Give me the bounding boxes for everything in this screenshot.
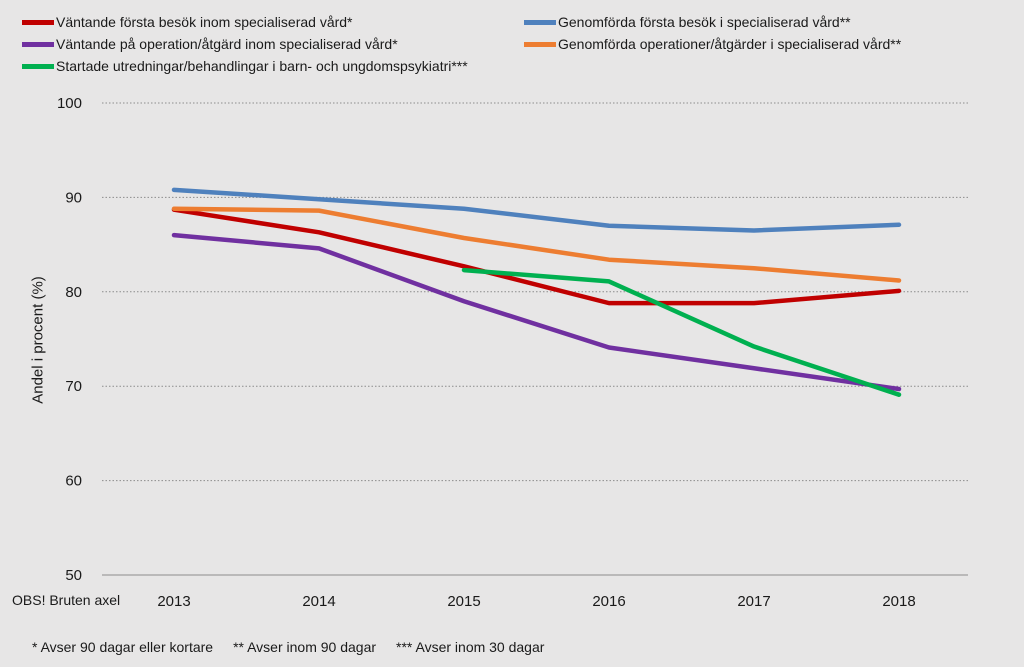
legend-item-vantande-operation: Väntande på operation/åtgärd inom specia…: [22, 36, 398, 52]
legend-label: Väntande första besök inom specialiserad…: [56, 14, 353, 30]
legend-item-genomforda-forsta-besok: Genomförda första besök i specialiserad …: [524, 14, 851, 30]
x-tick-label: 2018: [882, 593, 915, 610]
legend: Väntande första besök inom specialiserad…: [22, 14, 1012, 94]
footnote: * Avser 90 dagar eller kortare: [32, 639, 214, 655]
legend-swatch: [22, 63, 54, 69]
x-tick-label: 2017: [737, 593, 770, 610]
series-line: [171, 232, 902, 392]
legend-item-startade-utredningar: Startade utredningar/behandlingar i barn…: [22, 58, 468, 74]
legend-label: Genomförda första besök i specialiserad …: [558, 14, 851, 30]
series-line: [461, 267, 902, 397]
y-tick-label: 80: [65, 284, 82, 301]
legend-item-vantande-forsta-besok: Väntande första besök inom specialiserad…: [22, 14, 353, 30]
y-tick-label: 90: [65, 189, 82, 206]
legend-label: Väntande på operation/åtgärd inom specia…: [56, 36, 398, 52]
series-line: [171, 207, 902, 306]
y-tick-label: 50: [65, 567, 82, 584]
legend-swatch: [524, 41, 556, 47]
footnotes: * Avser 90 dagar eller kortare ** Avser …: [32, 639, 544, 655]
legend-item-genomforda-operationer: Genomförda operationer/åtgärder i specia…: [524, 36, 901, 52]
x-tick-label: 2014: [302, 593, 335, 610]
legend-swatch: [524, 19, 556, 25]
series-line: [171, 206, 902, 283]
x-tick-label: 2015: [447, 593, 480, 610]
footnote: ** Avser inom 90 dagar: [233, 639, 377, 655]
y-tick-label: 100: [57, 95, 82, 112]
series-line: [171, 187, 902, 233]
legend-label: Genomförda operationer/åtgärder i specia…: [558, 36, 902, 52]
y-tick-label: 70: [65, 378, 82, 395]
broken-axis-note: OBS! Bruten axel: [12, 592, 121, 608]
footnote: *** Avser inom 30 dagar: [396, 639, 545, 655]
y-tick-label: 60: [65, 473, 82, 490]
legend-swatch: [22, 19, 54, 25]
legend-label: Startade utredningar/behandlingar i barn…: [56, 58, 468, 74]
x-tick-label: 2013: [157, 593, 190, 610]
x-tick-label: 2016: [592, 593, 625, 610]
legend-swatch: [22, 41, 54, 47]
